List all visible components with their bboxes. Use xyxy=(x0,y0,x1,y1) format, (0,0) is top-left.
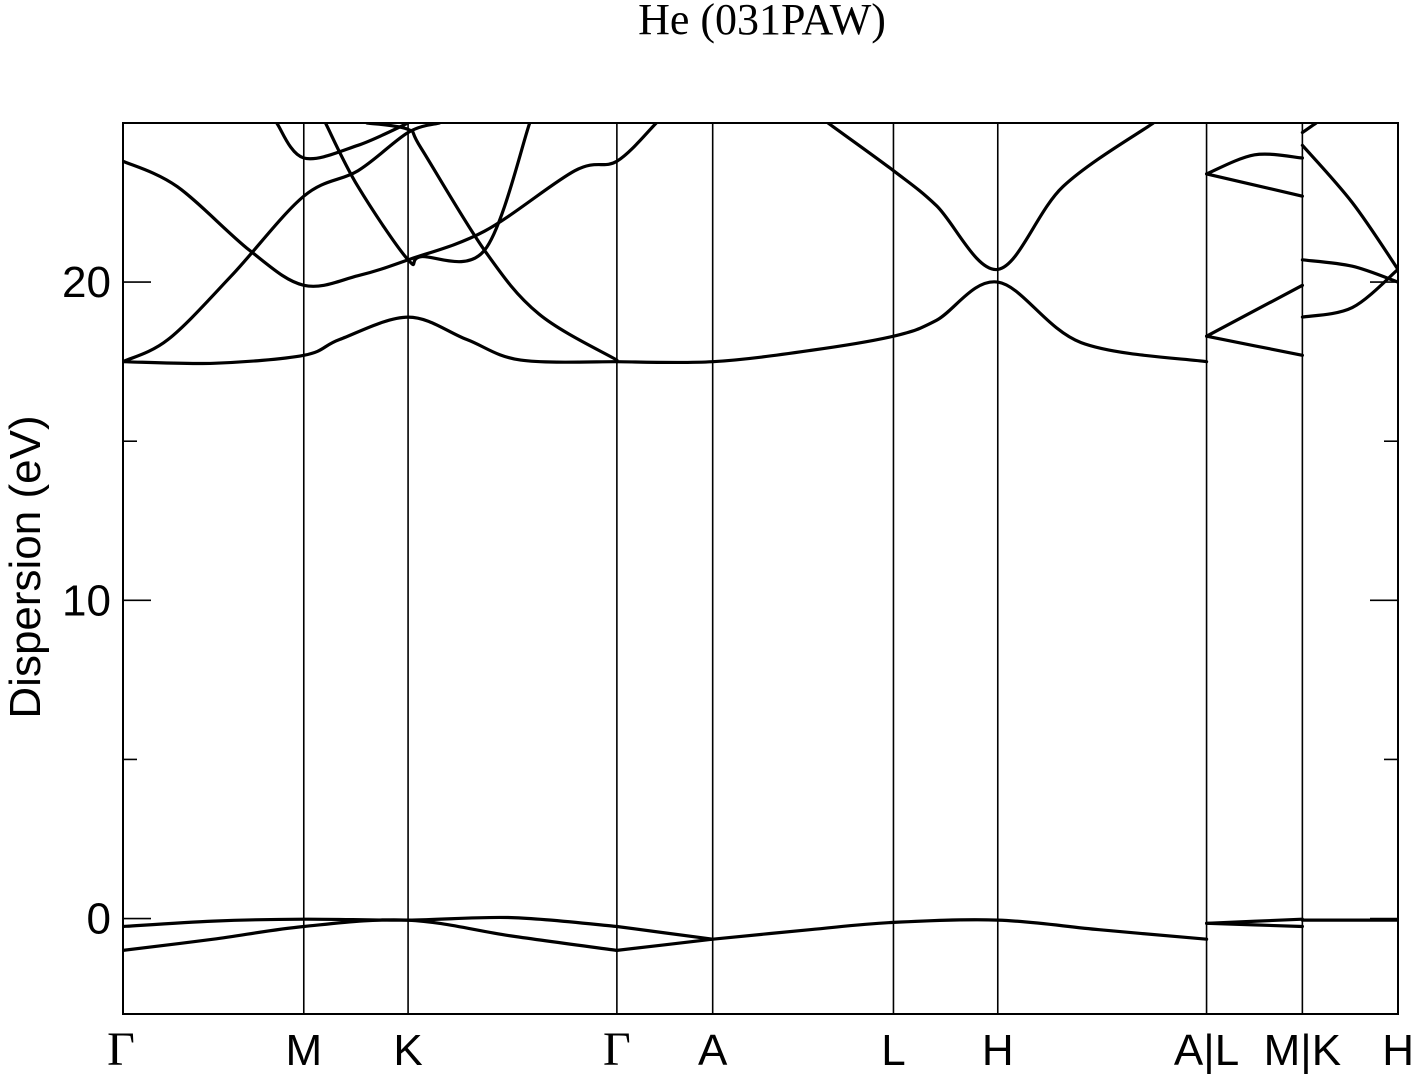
kpoint-label: A xyxy=(698,1026,728,1075)
band-line-3 xyxy=(123,315,619,366)
band-line-17 xyxy=(1205,283,1304,338)
band-line-11 xyxy=(615,280,1209,365)
band-line-2 xyxy=(123,915,619,929)
band-line-5 xyxy=(123,123,658,288)
kpoint-label: H xyxy=(1382,1026,1414,1075)
y-tick-label: 10 xyxy=(62,576,111,625)
band-line-7 xyxy=(323,123,532,267)
x-axis: Γ M K Γ A L H A|L M|K H xyxy=(107,1023,1414,1076)
band-line-8 xyxy=(365,123,619,362)
band-line-9 xyxy=(615,937,715,952)
y-tick-label: 0 xyxy=(87,895,111,944)
kpoint-label: A|L xyxy=(1174,1026,1239,1075)
kpoint-label: M|K xyxy=(1264,1026,1341,1075)
band-line-12 xyxy=(826,123,1155,272)
y-tick-label: 20 xyxy=(62,258,111,307)
kpoint-label: H xyxy=(982,1026,1014,1075)
band-line-1 xyxy=(123,918,619,952)
kpoint-label: K xyxy=(393,1026,422,1075)
plot-frame xyxy=(122,122,1399,1015)
band-line-23 xyxy=(1300,143,1398,271)
band-line-18 xyxy=(1205,172,1304,198)
kpoint-label: M xyxy=(285,1026,322,1075)
band-line-15 xyxy=(1205,917,1304,925)
y-axis: 0 10 20 xyxy=(62,258,1398,944)
y-axis-label: Dispersion (eV) xyxy=(1,415,50,718)
kpoint-label: Γ xyxy=(603,1023,631,1076)
band-line-6 xyxy=(275,123,410,161)
band-lines xyxy=(123,123,1398,952)
chart-title: He (031PAW) xyxy=(638,0,886,44)
kpoint-label: L xyxy=(881,1026,905,1075)
band-line-10 xyxy=(615,924,715,941)
band-line-13 xyxy=(711,918,1209,941)
band-line-19 xyxy=(1205,152,1304,176)
kpoint-label: Γ xyxy=(107,1023,135,1076)
band-line-16 xyxy=(1205,334,1304,357)
band-line-4 xyxy=(123,123,441,364)
band-line-24 xyxy=(1300,123,1318,135)
band-line-22 xyxy=(1300,258,1398,284)
high-symmetry-lines xyxy=(302,123,1304,1014)
